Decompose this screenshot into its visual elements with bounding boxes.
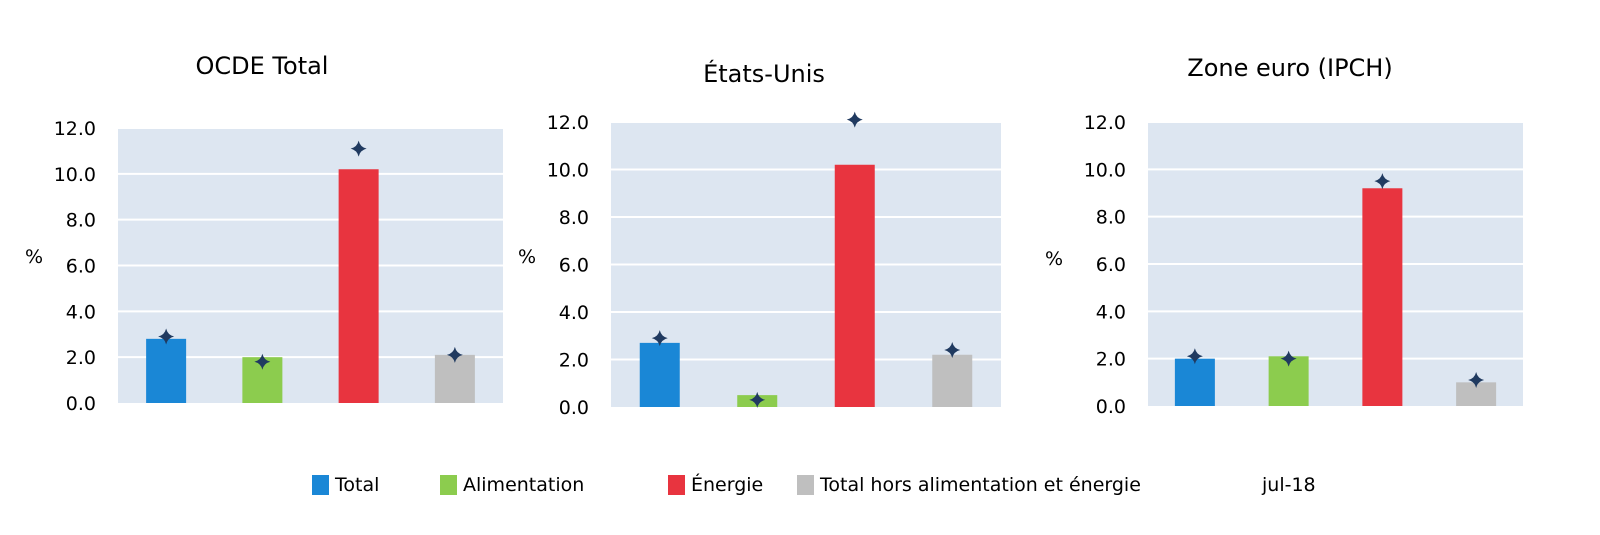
y-tick-label: 4.0 [1096,301,1126,323]
y-tick-label: 12.0 [54,118,96,140]
marker-1 [158,328,175,345]
y-tick-label: 10.0 [1084,159,1126,181]
marker-3 [350,140,367,157]
marker-1 [1186,348,1203,365]
bar-1 [146,338,187,403]
y-tick-label: 4.0 [66,301,96,323]
chart-title-2: États-Unis [703,59,825,88]
marker-1 [651,330,668,347]
y-tick-label: 0.0 [559,397,589,419]
chart-title-3: Zone euro (IPCH) [1187,54,1392,82]
bar-3 [338,169,379,403]
y-tick-label: 10.0 [547,160,589,182]
marker-4 [944,342,961,358]
y-tick-label: 8.0 [1096,207,1126,229]
y-tick-label: 8.0 [559,207,589,229]
marker-3 [1374,173,1391,190]
y-tick-label: 2.0 [559,350,589,372]
y-axis-label: % [1045,248,1063,270]
bar-3 [834,164,875,407]
y-tick-label: 12.0 [1084,112,1126,134]
marker-4 [446,346,463,363]
bar-3 [1362,188,1403,406]
chart-title-1: OCDE Total [196,52,329,80]
y-tick-label: 12.0 [547,112,589,134]
y-tick-label: 6.0 [1096,254,1126,276]
bar-1 [1174,358,1215,406]
y-tick-label: 8.0 [66,210,96,232]
bar-4 [932,354,973,407]
marker-2 [254,353,271,370]
y-tick-label: 2.0 [1096,349,1126,371]
marker-3 [846,111,863,128]
y-axis-label: % [518,246,536,268]
marker-4 [1468,371,1485,388]
y-tick-label: 6.0 [559,255,589,277]
bar-4 [1456,382,1497,406]
y-tick-label: 6.0 [66,256,96,278]
bar-1 [639,342,680,407]
y-tick-label: 0.0 [1096,396,1126,418]
bar-4 [434,354,475,403]
marker-2 [1280,350,1297,367]
y-tick-label: 10.0 [54,164,96,186]
y-tick-label: 0.0 [66,393,96,415]
y-tick-label: 2.0 [66,347,96,369]
marker-2 [749,391,766,408]
y-axis-label: % [25,246,43,268]
y-tick-label: 4.0 [559,302,589,324]
